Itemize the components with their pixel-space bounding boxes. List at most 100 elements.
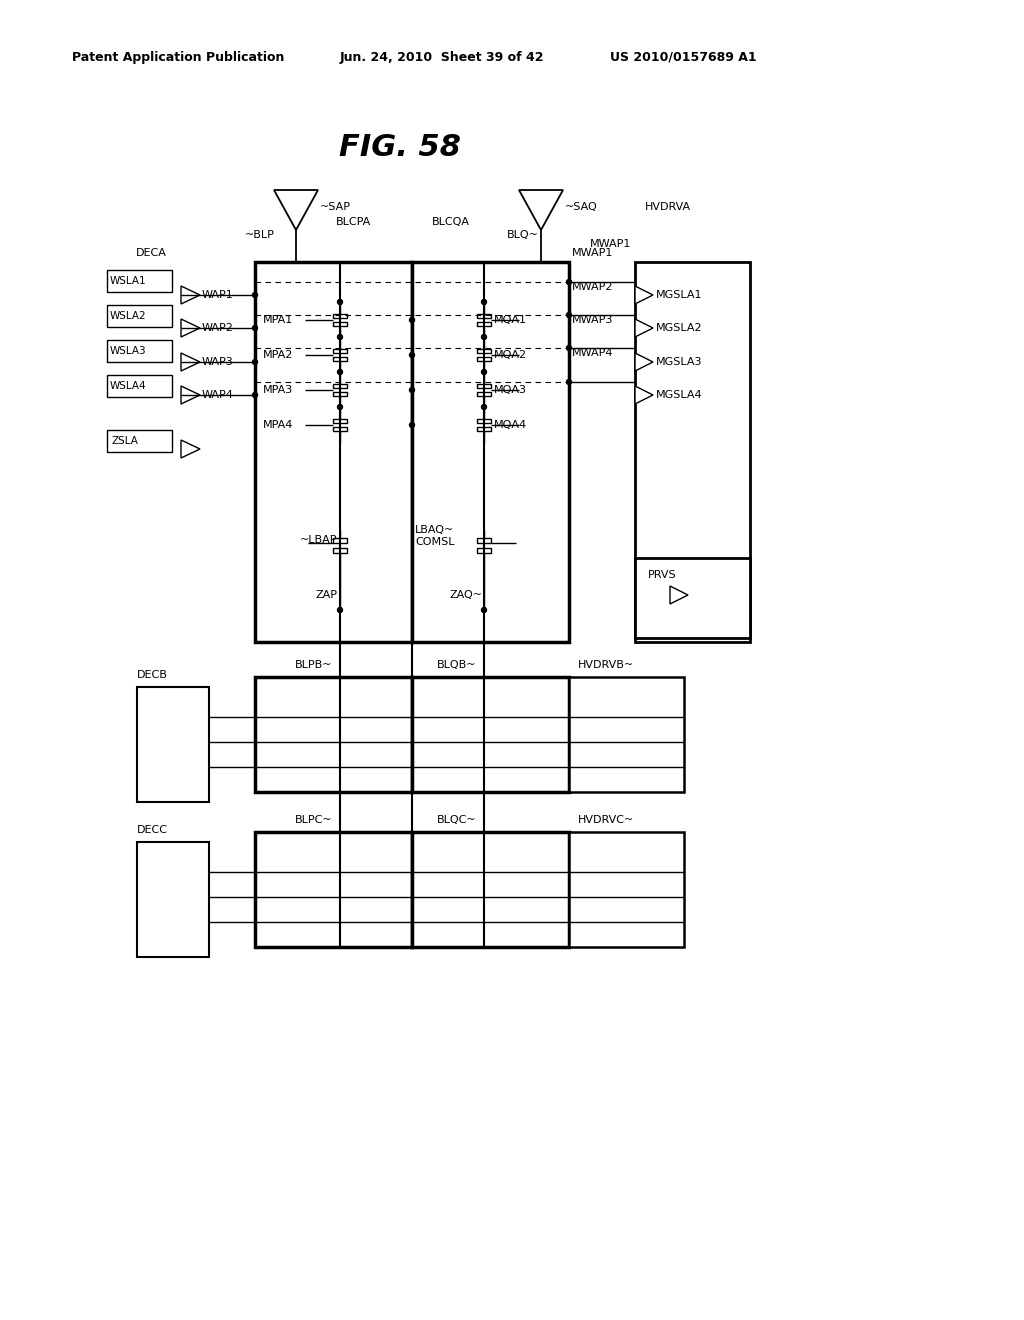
Text: WAP3: WAP3 (202, 356, 233, 367)
Text: FIG. 58: FIG. 58 (339, 133, 461, 162)
Bar (106, 375, 172, 397)
Text: MQA2: MQA2 (494, 350, 527, 360)
Circle shape (481, 300, 486, 305)
Text: Jun. 24, 2010  Sheet 39 of 42: Jun. 24, 2010 Sheet 39 of 42 (340, 50, 545, 63)
Circle shape (566, 346, 571, 351)
Bar (333, 384, 347, 388)
Circle shape (253, 326, 257, 330)
Polygon shape (274, 190, 318, 230)
Text: Patent Application Publication: Patent Application Publication (72, 50, 285, 63)
Bar (333, 548, 347, 553)
Bar (333, 356, 347, 360)
Bar (333, 426, 347, 432)
Bar (137, 686, 209, 803)
Text: BLCPA: BLCPA (336, 216, 372, 227)
Text: BLQ~: BLQ~ (507, 230, 539, 240)
Bar (477, 418, 490, 422)
Text: MPA4: MPA4 (263, 420, 293, 430)
Bar (569, 677, 684, 792)
Bar (106, 430, 172, 451)
Circle shape (566, 313, 571, 318)
Text: MWAP3: MWAP3 (572, 315, 613, 325)
Text: MGSLA4: MGSLA4 (656, 389, 702, 400)
Polygon shape (181, 319, 200, 337)
Circle shape (338, 404, 342, 409)
Text: BLPC~: BLPC~ (295, 814, 333, 825)
Text: COMSL: COMSL (415, 537, 455, 546)
Text: HVDRVA: HVDRVA (645, 202, 691, 213)
Text: MQA1: MQA1 (494, 315, 527, 325)
Bar (477, 384, 490, 388)
Bar (477, 426, 490, 432)
Text: ZSLA: ZSLA (112, 436, 139, 446)
Bar (255, 261, 412, 642)
Bar (333, 322, 347, 326)
Text: BLPB~: BLPB~ (295, 660, 333, 671)
Circle shape (410, 388, 415, 392)
Circle shape (253, 392, 257, 397)
Polygon shape (635, 286, 653, 304)
Circle shape (338, 334, 342, 339)
Polygon shape (635, 352, 653, 371)
Text: MPA1: MPA1 (263, 315, 293, 325)
Text: MQA4: MQA4 (494, 420, 527, 430)
Polygon shape (181, 286, 200, 304)
Bar (477, 314, 490, 318)
Text: DECA: DECA (136, 248, 167, 257)
Text: US 2010/0157689 A1: US 2010/0157689 A1 (610, 50, 757, 63)
Text: ZAP: ZAP (315, 590, 337, 601)
Circle shape (410, 318, 415, 322)
Text: MGSLA1: MGSLA1 (656, 290, 702, 300)
Bar (635, 261, 750, 642)
Circle shape (338, 607, 342, 612)
Polygon shape (181, 440, 200, 458)
Text: ZAQ~: ZAQ~ (450, 590, 483, 601)
Bar (477, 356, 490, 360)
Bar (255, 677, 412, 792)
Text: HVDRVC~: HVDRVC~ (578, 814, 634, 825)
Circle shape (253, 359, 257, 364)
Bar (477, 322, 490, 326)
Text: MWAP1: MWAP1 (590, 239, 632, 249)
Text: WSLA1: WSLA1 (110, 276, 146, 286)
Text: BLQB~: BLQB~ (437, 660, 476, 671)
Text: HVDRVB~: HVDRVB~ (578, 660, 634, 671)
Text: MWAP4: MWAP4 (572, 348, 613, 358)
Circle shape (338, 370, 342, 375)
Bar (137, 842, 209, 957)
Circle shape (481, 370, 486, 375)
Text: MWAP2: MWAP2 (572, 282, 613, 292)
Circle shape (481, 404, 486, 409)
Polygon shape (635, 385, 653, 404)
Polygon shape (181, 385, 200, 404)
Polygon shape (635, 319, 653, 337)
Bar (477, 548, 490, 553)
Text: MPA3: MPA3 (263, 385, 293, 395)
Bar (412, 261, 569, 642)
Circle shape (566, 380, 571, 384)
Bar (333, 392, 347, 396)
Text: PRVS: PRVS (648, 570, 677, 579)
Bar (477, 348, 490, 352)
Text: MGSLA3: MGSLA3 (656, 356, 702, 367)
Polygon shape (670, 586, 688, 605)
Text: WSLA3: WSLA3 (110, 346, 146, 356)
Bar (412, 677, 569, 792)
Bar (477, 392, 490, 396)
Text: WAP4: WAP4 (202, 389, 233, 400)
Text: WSLA2: WSLA2 (110, 312, 146, 321)
Bar (635, 558, 750, 638)
Text: WAP1: WAP1 (202, 290, 233, 300)
Bar (333, 348, 347, 352)
Circle shape (253, 293, 257, 297)
Polygon shape (181, 352, 200, 371)
Bar (255, 832, 412, 946)
Circle shape (481, 607, 486, 612)
Text: ~SAP: ~SAP (319, 202, 351, 213)
Polygon shape (519, 190, 563, 230)
Bar (106, 341, 172, 362)
Text: ~SAQ: ~SAQ (565, 202, 598, 213)
Bar (106, 271, 172, 292)
Text: MWAP1: MWAP1 (572, 248, 613, 257)
Text: DECB: DECB (137, 671, 168, 680)
